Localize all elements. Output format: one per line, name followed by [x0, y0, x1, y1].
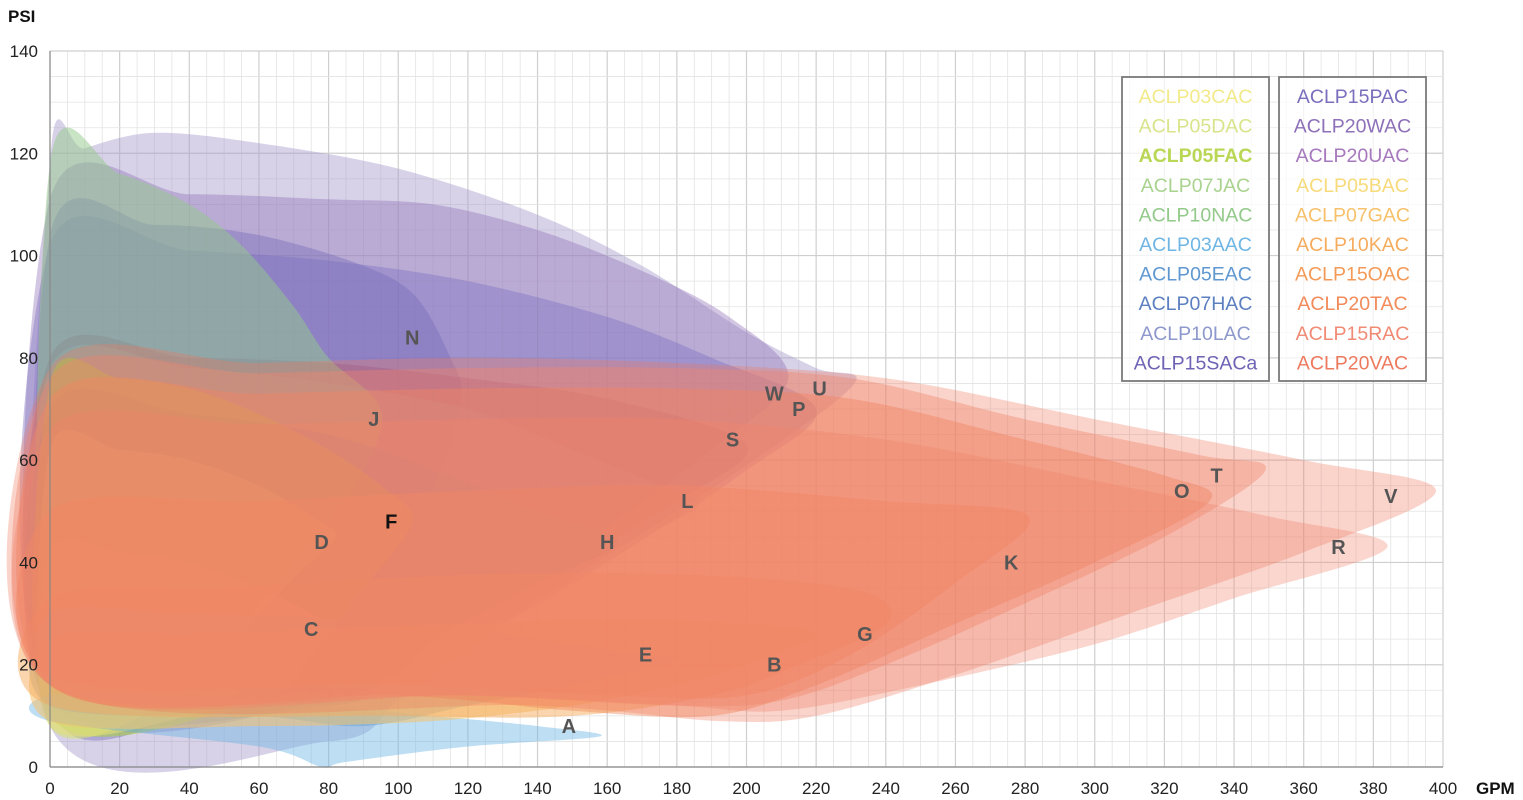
region-label-v: V	[1384, 486, 1398, 508]
x-tick-label: 180	[663, 779, 691, 798]
x-tick-label: 360	[1290, 779, 1318, 798]
legend-item: ACLP05EAC	[1139, 264, 1252, 286]
y-tick-label: 100	[10, 247, 38, 266]
region-t	[11, 355, 1267, 710]
x-tick-label: 340	[1220, 779, 1248, 798]
legend-item: ACLP20TAC	[1297, 293, 1407, 315]
y-tick-label: 40	[19, 553, 38, 572]
y-tick-label: 0	[29, 758, 38, 777]
x-tick-label: 160	[593, 779, 621, 798]
x-tick-label: 120	[454, 779, 482, 798]
region-label-g: G	[857, 624, 873, 646]
region-o	[16, 377, 1213, 718]
legend-item: ACLP05BAC	[1296, 175, 1409, 197]
region-label-k: K	[1004, 552, 1019, 574]
legend-item: ACLP05FAC	[1139, 145, 1253, 167]
region-label-d: D	[314, 532, 328, 554]
legend-item: ACLP20UAC	[1296, 145, 1410, 167]
y-tick-label: 120	[10, 144, 38, 163]
x-tick-label: 320	[1150, 779, 1178, 798]
region-label-a: A	[562, 716, 576, 738]
y-axis-title: PSI	[8, 7, 35, 26]
region-r	[11, 409, 1388, 712]
y-tick-label: 80	[19, 349, 38, 368]
legend-box	[1278, 76, 1427, 382]
region-label-o: O	[1174, 481, 1190, 503]
legend-box	[1121, 76, 1270, 382]
region-label-t: T	[1211, 465, 1223, 487]
region-label-s: S	[726, 430, 739, 452]
x-tick-label: 220	[802, 779, 830, 798]
x-tick-label: 240	[872, 779, 900, 798]
region-v	[6, 344, 1437, 723]
region-label-e: E	[639, 644, 652, 666]
region-k	[16, 485, 1031, 699]
legend-item: ACLP03CAC	[1139, 86, 1253, 108]
legend-item: ACLP03AAC	[1139, 234, 1252, 256]
legend-item: ACLP15SACa	[1134, 352, 1258, 374]
x-axis-title: GPM	[1476, 779, 1515, 798]
legend-item: ACLP05DAC	[1139, 116, 1253, 138]
legend-item: ACLP07JAC	[1141, 175, 1250, 197]
chart-legend: ACLP03CAC ACLP05DAC ACLP05FAC ACLP07JAC ACLP…	[1121, 76, 1427, 382]
legend-item: ACLP10NAC	[1139, 204, 1253, 226]
x-tick-label: 100	[384, 779, 412, 798]
x-tick-label: 300	[1081, 779, 1109, 798]
legend-item: ACLP20VAC	[1297, 352, 1408, 374]
chart-region-labels: U W N P S L J H F D C E A B G K OT R V	[304, 327, 1398, 738]
region-label-u: U	[812, 379, 826, 401]
legend-item: ACLP10KAC	[1296, 234, 1409, 256]
chart-axes: 0 20 40 60 80 100 120 140 160 180 200 220 240 260 280 3…	[10, 42, 1458, 798]
legend-item: ACLP15RAC	[1296, 323, 1410, 345]
legend-item: ACLP20WAC	[1294, 116, 1411, 138]
legend-item: ACLP07GAC	[1295, 204, 1410, 226]
region-label-n: N	[405, 327, 419, 349]
region-label-w: W	[765, 384, 784, 406]
x-tick-label: 400	[1429, 779, 1457, 798]
region-label-p: P	[792, 399, 805, 421]
legend-item: ACLP15OAC	[1295, 264, 1410, 286]
x-tick-label: 80	[319, 779, 338, 798]
x-tick-label: 260	[941, 779, 969, 798]
region-label-b: B	[767, 655, 781, 677]
x-tick-label: 20	[110, 779, 129, 798]
legend-item: ACLP15PAC	[1297, 86, 1408, 108]
y-tick-label: 20	[19, 656, 38, 675]
x-tick-label: 40	[180, 779, 199, 798]
x-tick-label: 60	[249, 779, 268, 798]
x-tick-label: 140	[523, 779, 551, 798]
chart-regions	[6, 119, 1437, 773]
legend-item: ACLP07HAC	[1139, 293, 1253, 315]
region-label-h: H	[600, 532, 614, 554]
y-tick-label: 60	[19, 451, 38, 470]
x-tick-label: 380	[1359, 779, 1387, 798]
region-label-f: F	[385, 512, 397, 534]
region-label-l: L	[681, 491, 693, 513]
x-tick-label: 200	[732, 779, 760, 798]
region-label-j: J	[368, 409, 379, 431]
x-tick-label: 280	[1011, 779, 1039, 798]
legend-item: ACLP10LAC	[1140, 323, 1251, 345]
y-tick-label: 140	[10, 42, 38, 61]
region-label-r: R	[1331, 537, 1346, 559]
region-label-c: C	[304, 619, 318, 641]
x-tick-label: 0	[45, 779, 54, 798]
